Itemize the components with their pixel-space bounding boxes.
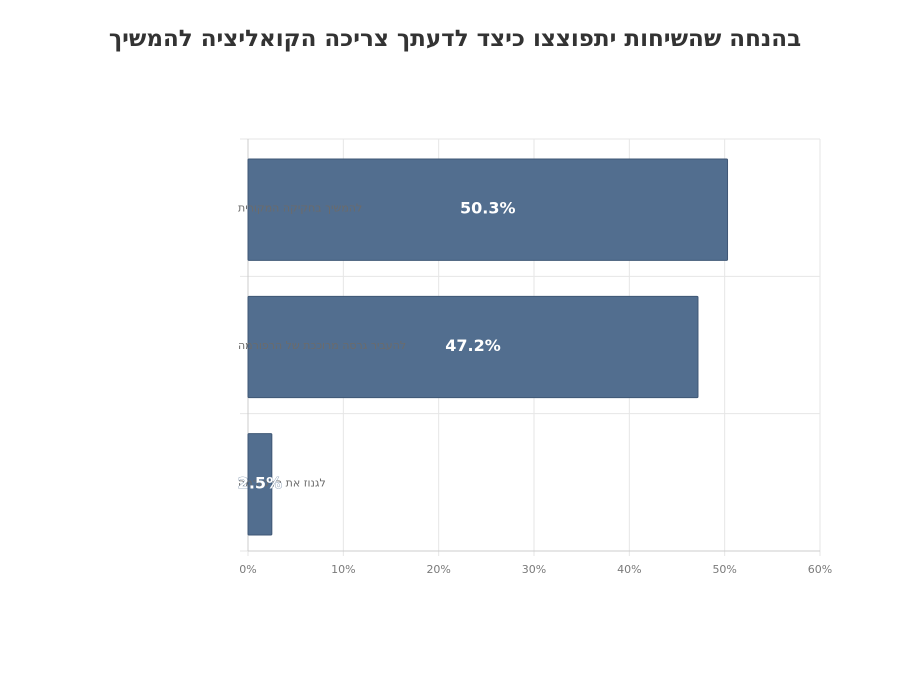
bar: [247, 158, 729, 261]
bar: [247, 295, 699, 399]
bars: [247, 158, 729, 536]
x-tick-label: 60%: [808, 563, 832, 576]
chart-title: בהנחה שהשיחות יתפוצצו כיצד לדעתך צריכה ה…: [108, 26, 802, 52]
x-tick-label: 0%: [239, 563, 256, 576]
data-label: 2.5%: [238, 473, 282, 492]
category-label: לגנוז את הרפורמה: [238, 476, 326, 489]
data-label: 47.2%: [445, 336, 501, 355]
x-tick-label: 30%: [522, 563, 546, 576]
labels: 0% 10% 20% 30% 40% 50% 60% להמשיך בחקיקה המקורי…: [237, 198, 832, 576]
x-tick-label: 20%: [426, 563, 450, 576]
x-tick-label: 40%: [617, 563, 641, 576]
x-tick-label: 50%: [712, 563, 736, 576]
category-label: להעביר גרסה מרוככת של הרפורמה: [238, 339, 406, 352]
x-tick-label: 10%: [331, 563, 355, 576]
data-label: 50.3%: [460, 199, 516, 218]
category-label: להמשיך בחקיקה המקורית: [238, 202, 362, 215]
bar: [247, 433, 273, 536]
